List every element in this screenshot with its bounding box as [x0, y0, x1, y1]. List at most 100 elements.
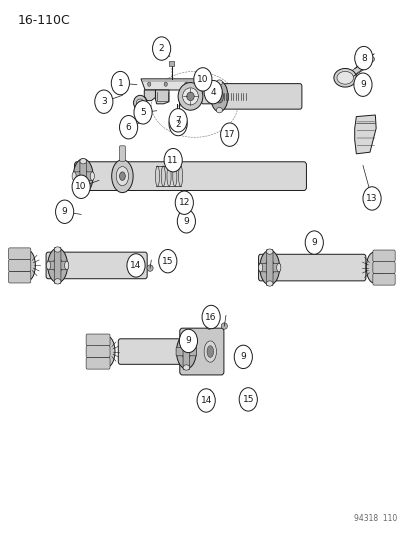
Circle shape: [111, 71, 129, 95]
Text: 12: 12: [178, 198, 190, 207]
Text: 11: 11: [167, 156, 178, 165]
Ellipse shape: [181, 344, 190, 360]
Circle shape: [147, 82, 150, 86]
Circle shape: [239, 387, 257, 411]
Circle shape: [164, 149, 182, 172]
Ellipse shape: [53, 257, 62, 273]
FancyBboxPatch shape: [9, 260, 31, 271]
Text: 16: 16: [205, 312, 216, 321]
Ellipse shape: [183, 333, 189, 338]
Ellipse shape: [333, 68, 356, 87]
Circle shape: [127, 254, 145, 277]
FancyBboxPatch shape: [9, 248, 31, 260]
Ellipse shape: [259, 251, 279, 285]
FancyBboxPatch shape: [174, 111, 180, 116]
Circle shape: [175, 191, 193, 214]
Ellipse shape: [99, 336, 115, 367]
Ellipse shape: [20, 250, 35, 281]
Ellipse shape: [210, 81, 228, 112]
Circle shape: [95, 90, 113, 114]
Ellipse shape: [155, 166, 159, 186]
Circle shape: [353, 73, 371, 96]
Ellipse shape: [186, 92, 194, 101]
Circle shape: [169, 112, 187, 136]
Ellipse shape: [112, 160, 133, 192]
Text: 6: 6: [126, 123, 131, 132]
Ellipse shape: [80, 159, 86, 164]
Text: 17: 17: [223, 130, 235, 139]
Ellipse shape: [266, 249, 272, 254]
Ellipse shape: [172, 166, 176, 186]
FancyBboxPatch shape: [372, 250, 394, 262]
Ellipse shape: [216, 108, 222, 113]
Ellipse shape: [54, 279, 61, 284]
Ellipse shape: [182, 88, 198, 105]
Circle shape: [193, 68, 211, 91]
Ellipse shape: [138, 101, 142, 104]
FancyBboxPatch shape: [372, 273, 394, 285]
Text: 10: 10: [75, 182, 87, 191]
FancyBboxPatch shape: [47, 261, 68, 270]
Text: 9: 9: [185, 336, 191, 345]
Text: 14: 14: [200, 396, 211, 405]
Circle shape: [119, 116, 138, 139]
Ellipse shape: [336, 71, 353, 84]
Text: 16-110C: 16-110C: [17, 14, 70, 27]
Ellipse shape: [206, 346, 213, 358]
FancyBboxPatch shape: [169, 61, 174, 66]
Text: 8: 8: [360, 54, 366, 62]
Text: 7: 7: [175, 116, 180, 125]
Circle shape: [164, 82, 167, 86]
Text: 2: 2: [175, 119, 180, 128]
Circle shape: [195, 82, 198, 86]
Ellipse shape: [72, 172, 76, 180]
Text: 3: 3: [101, 97, 107, 106]
Ellipse shape: [204, 341, 216, 362]
Circle shape: [362, 187, 380, 210]
Circle shape: [179, 329, 197, 353]
Text: 2: 2: [159, 44, 164, 53]
Circle shape: [152, 37, 170, 60]
Circle shape: [304, 231, 323, 254]
Polygon shape: [144, 90, 155, 101]
Ellipse shape: [47, 248, 67, 282]
FancyBboxPatch shape: [183, 334, 189, 369]
FancyBboxPatch shape: [217, 84, 301, 109]
Ellipse shape: [78, 168, 88, 183]
Ellipse shape: [206, 323, 211, 329]
Ellipse shape: [46, 261, 50, 270]
Circle shape: [204, 80, 222, 104]
Ellipse shape: [136, 99, 144, 107]
Polygon shape: [354, 115, 375, 154]
Ellipse shape: [54, 247, 61, 252]
FancyBboxPatch shape: [372, 262, 394, 273]
Circle shape: [134, 101, 152, 124]
Polygon shape: [141, 79, 202, 90]
Ellipse shape: [119, 172, 125, 180]
FancyBboxPatch shape: [176, 348, 196, 356]
FancyBboxPatch shape: [9, 271, 31, 283]
FancyBboxPatch shape: [86, 346, 110, 358]
FancyBboxPatch shape: [266, 249, 272, 286]
Circle shape: [202, 305, 220, 329]
Text: 9: 9: [240, 352, 246, 361]
Text: 15: 15: [161, 257, 173, 265]
Ellipse shape: [178, 83, 202, 110]
Ellipse shape: [80, 188, 86, 193]
FancyBboxPatch shape: [73, 172, 93, 180]
Text: 9: 9: [183, 217, 189, 226]
Ellipse shape: [161, 166, 165, 186]
Circle shape: [169, 109, 187, 132]
Text: 1: 1: [117, 78, 123, 87]
Text: 15: 15: [242, 395, 254, 404]
Ellipse shape: [276, 263, 280, 272]
Text: 13: 13: [366, 194, 377, 203]
FancyBboxPatch shape: [179, 328, 223, 375]
FancyBboxPatch shape: [54, 247, 61, 284]
Ellipse shape: [64, 261, 69, 270]
Circle shape: [72, 175, 90, 198]
FancyBboxPatch shape: [118, 339, 189, 365]
Ellipse shape: [366, 252, 381, 283]
FancyBboxPatch shape: [74, 162, 306, 190]
Text: 9: 9: [311, 238, 316, 247]
